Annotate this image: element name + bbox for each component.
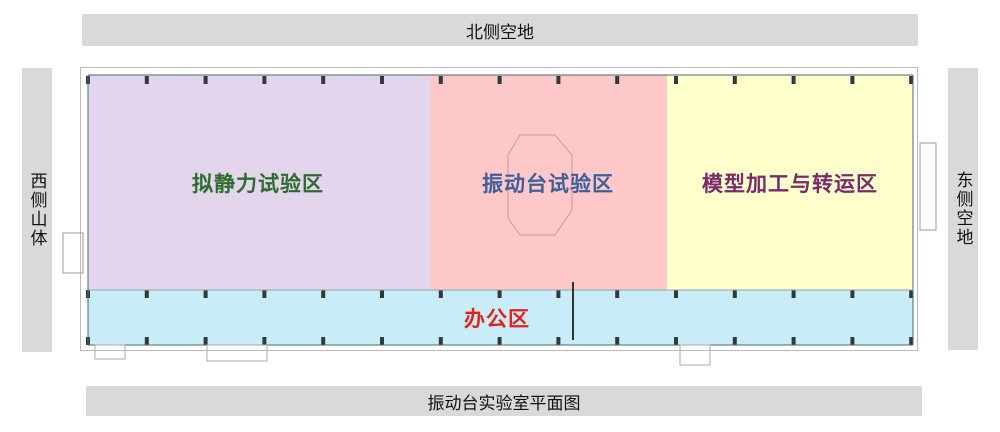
column [438,76,443,84]
column [674,290,678,298]
column [732,337,737,345]
column [909,337,914,345]
column [791,337,796,345]
zone-label-quasi-static: 拟静力试验区 [192,172,324,196]
column [850,290,855,298]
column [321,290,326,298]
column [615,337,620,345]
column [850,337,855,345]
column [380,337,384,345]
column [615,76,620,84]
column [203,337,208,345]
zone-office [88,290,913,345]
east-label: 东侧空地 [948,68,978,350]
building-outline [80,67,918,351]
column [321,337,326,345]
zone-label-office: 办公区 [464,307,530,331]
column [144,76,149,84]
column [262,290,267,298]
column [262,337,267,345]
column [674,337,678,345]
column [144,337,149,345]
zone-label-shaking-table: 振动台试验区 [482,172,614,196]
caption: 振动台实验室平面图 [86,386,922,416]
column [850,76,855,84]
shaking-table-outline [507,134,573,236]
column [909,290,914,298]
column [380,76,384,84]
north-label: 北侧空地 [82,14,918,46]
column [556,290,561,298]
column [203,290,208,298]
column [438,337,443,345]
zone-label-model-processing: 模型加工与转运区 [702,172,878,196]
column [497,290,502,298]
west-label: 西侧山体 [22,68,52,352]
column [791,290,796,298]
zone-shaking-table [430,75,667,290]
column [674,76,678,84]
column [556,76,561,84]
column [262,76,267,84]
column [909,76,914,84]
column [791,76,796,84]
column [556,337,561,345]
zone-model-processing [667,75,913,290]
column [380,290,384,298]
column [615,290,620,298]
column [732,290,737,298]
column [497,76,502,84]
column [203,76,208,84]
column [321,76,326,84]
column [144,290,149,298]
zone-quasi-static [88,75,430,290]
column [438,290,443,298]
column [732,76,737,84]
column [497,337,502,345]
